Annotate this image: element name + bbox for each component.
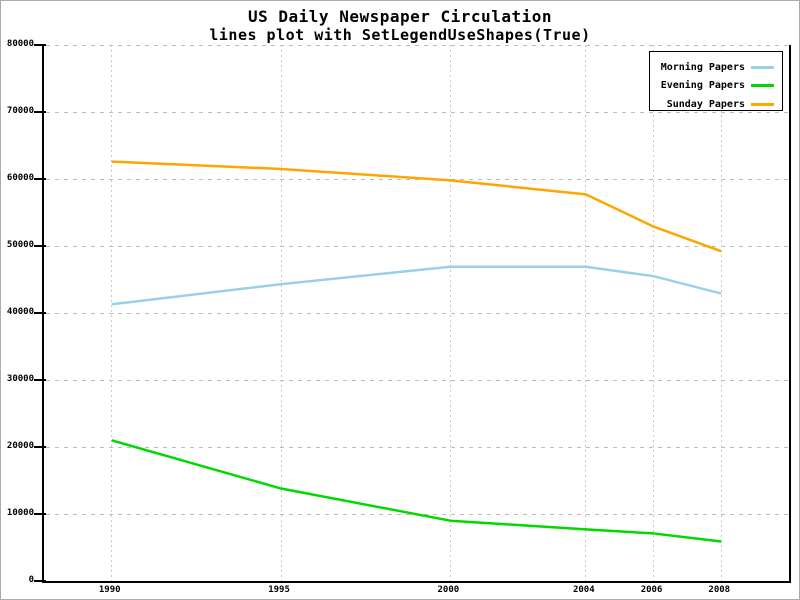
y-tick-label: 70000: [6, 106, 34, 116]
legend-line-swatch: [751, 102, 774, 106]
x-tick-label: 2008: [708, 585, 731, 595]
series-lines: [111, 160, 722, 543]
x-tick-label: 2006: [640, 585, 663, 595]
legend-line-swatch: [751, 65, 774, 69]
legend: Morning Papers Evening Papers Sunday Paper…: [649, 51, 783, 111]
y-tick-mark: [34, 379, 46, 381]
y-gridline: [46, 44, 789, 46]
x-gridline: [720, 45, 722, 581]
y-tick-mark: [34, 580, 46, 582]
y-tick-label: 80000: [6, 39, 34, 49]
y-tick-mark: [34, 446, 46, 448]
x-gridline: [653, 45, 655, 581]
chart-title: US Daily Newspaper Circulation: [248, 7, 552, 26]
y-gridline: [46, 312, 789, 314]
series-line-sunday-papers: [111, 160, 722, 253]
y-gridline: [46, 245, 789, 247]
legend-item-label: Morning Papers: [660, 61, 745, 73]
legend-item: Sunday Papers: [650, 95, 782, 114]
y-gridline: [46, 379, 789, 381]
legend-item-label: Sunday Papers: [666, 98, 745, 110]
legend-item: Evening Papers: [650, 77, 782, 96]
series-line-evening-papers: [111, 439, 722, 543]
x-gridline: [280, 45, 282, 581]
y-tick-label: 20000: [6, 441, 34, 451]
y-tick-label: 50000: [6, 240, 34, 250]
y-tick-label: 60000: [6, 173, 34, 183]
y-tick-mark: [34, 513, 46, 515]
y-gridline: [46, 446, 789, 448]
x-tick-label: 2004: [572, 585, 595, 595]
y-gridline: [46, 111, 789, 113]
legend-line-swatch: [751, 84, 774, 88]
y-tick-mark: [34, 178, 46, 180]
x-tick-label: 2000: [437, 585, 460, 595]
y-tick-label: 0: [28, 575, 34, 585]
y-tick-mark: [34, 312, 46, 314]
y-tick-mark: [34, 111, 46, 113]
x-tick-label: 1995: [268, 585, 290, 595]
x-gridline: [449, 45, 451, 581]
y-tick-label: 40000: [6, 307, 34, 317]
plot-area: [42, 44, 791, 583]
y-tick-label: 10000: [6, 508, 34, 518]
chart-subtitle: lines plot with SetLegendUseShapes(True): [209, 26, 591, 44]
x-gridline: [585, 45, 587, 581]
y-tick-label: 30000: [6, 374, 34, 384]
legend-item-label: Evening Papers: [660, 80, 745, 92]
x-gridline: [111, 45, 113, 581]
x-tick-label: 1990: [98, 585, 121, 595]
series-line-morning-papers: [111, 265, 722, 306]
y-tick-mark: [34, 44, 46, 46]
legend-item: Morning Papers: [650, 58, 782, 77]
y-tick-mark: [34, 245, 46, 247]
